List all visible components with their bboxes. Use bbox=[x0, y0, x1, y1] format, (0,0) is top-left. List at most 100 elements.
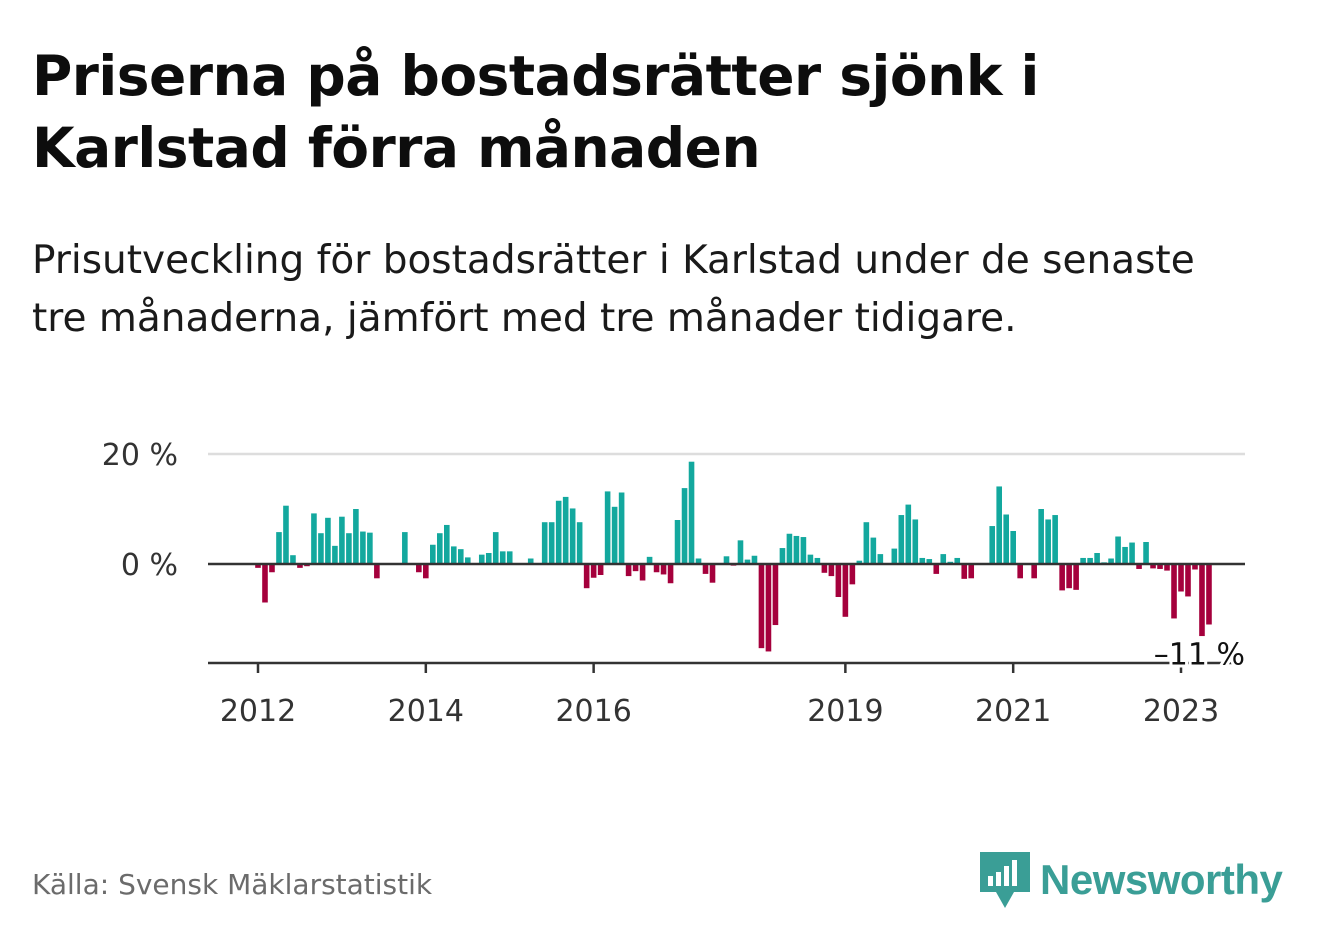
bar bbox=[269, 564, 275, 573]
bar bbox=[506, 551, 513, 564]
bar bbox=[646, 556, 653, 564]
bar bbox=[744, 559, 751, 564]
bar bbox=[940, 554, 947, 564]
brand-name: Newsworthy bbox=[1040, 856, 1283, 903]
bar bbox=[402, 532, 408, 564]
bar bbox=[478, 554, 485, 564]
bar bbox=[912, 519, 919, 564]
bar bbox=[1157, 564, 1163, 569]
bar bbox=[723, 556, 730, 564]
bar bbox=[1129, 542, 1135, 564]
bar bbox=[968, 564, 975, 579]
bar bbox=[367, 532, 373, 564]
bar bbox=[297, 564, 303, 568]
bar bbox=[625, 564, 632, 577]
bar bbox=[583, 564, 590, 589]
bar bbox=[870, 537, 877, 564]
bar bbox=[597, 564, 604, 575]
bar bbox=[1087, 557, 1093, 564]
bar bbox=[464, 557, 471, 564]
bar bbox=[849, 564, 856, 585]
bar bbox=[576, 522, 583, 564]
bar bbox=[1094, 553, 1100, 564]
bar bbox=[548, 522, 555, 564]
bar bbox=[996, 486, 1002, 564]
bar bbox=[360, 531, 366, 564]
bar bbox=[758, 564, 765, 649]
bar bbox=[283, 505, 289, 564]
bar bbox=[450, 546, 457, 564]
bar bbox=[856, 560, 863, 564]
bar bbox=[1052, 515, 1058, 564]
bar bbox=[1080, 557, 1086, 564]
bar bbox=[1066, 564, 1072, 589]
bar bbox=[660, 564, 667, 575]
bar bbox=[1192, 564, 1198, 570]
bar bbox=[1199, 564, 1205, 637]
x-tick-label: 2014 bbox=[388, 694, 464, 729]
bar bbox=[800, 537, 807, 564]
bar bbox=[667, 564, 674, 584]
y-tick-label: 20 % bbox=[102, 438, 178, 473]
bar bbox=[919, 557, 926, 564]
bar bbox=[1178, 564, 1184, 592]
bar bbox=[772, 564, 779, 626]
bar bbox=[835, 564, 842, 597]
bar bbox=[1045, 519, 1051, 564]
bar bbox=[933, 564, 940, 574]
y-tick-label: 0 % bbox=[121, 548, 178, 583]
bar bbox=[332, 545, 338, 564]
bar bbox=[828, 564, 835, 577]
bar bbox=[492, 532, 499, 564]
bar bbox=[499, 551, 506, 564]
bar bbox=[374, 564, 380, 579]
bar bbox=[926, 559, 933, 564]
bar bbox=[674, 520, 681, 564]
bar bbox=[807, 554, 814, 564]
chart-subtitle: Prisutveckling för bostadsrätter i Karls… bbox=[32, 238, 1195, 341]
bar bbox=[695, 558, 702, 564]
bar bbox=[702, 564, 709, 574]
bar bbox=[430, 544, 436, 564]
bar bbox=[276, 532, 282, 564]
bar bbox=[793, 535, 800, 564]
bar-chart-logo-icon bbox=[980, 852, 1030, 908]
bar bbox=[1206, 564, 1212, 625]
bar bbox=[877, 554, 884, 564]
bar bbox=[437, 533, 443, 564]
bar bbox=[555, 500, 562, 564]
bar bbox=[891, 548, 898, 564]
bar bbox=[1003, 514, 1009, 564]
bar bbox=[632, 564, 639, 572]
bar bbox=[1171, 564, 1177, 619]
bar bbox=[1073, 564, 1079, 590]
bar bbox=[1010, 531, 1016, 564]
newsworthy-logo: Newsworthy bbox=[980, 850, 1283, 910]
bar bbox=[1031, 564, 1037, 579]
x-tick-label: 2012 bbox=[220, 694, 296, 729]
bar bbox=[653, 564, 660, 573]
source-note: Källa: Svensk Mäklarstatistik bbox=[32, 868, 433, 901]
bar bbox=[1136, 564, 1142, 569]
bar bbox=[1143, 542, 1149, 564]
bar bbox=[961, 564, 968, 579]
x-tick-label: 2021 bbox=[975, 694, 1051, 729]
bar bbox=[416, 564, 422, 573]
bar bbox=[604, 491, 611, 564]
bar bbox=[779, 548, 786, 564]
bar bbox=[737, 540, 744, 564]
bar bbox=[1150, 564, 1156, 569]
bar bbox=[1108, 558, 1114, 564]
x-tick-label: 2016 bbox=[555, 694, 631, 729]
bar bbox=[457, 549, 464, 564]
x-tick-label: 2019 bbox=[807, 694, 883, 729]
bar bbox=[1059, 564, 1065, 591]
bar bbox=[562, 496, 569, 564]
bar bbox=[786, 533, 793, 564]
bar bbox=[765, 564, 772, 652]
bar bbox=[569, 508, 576, 564]
bar bbox=[639, 564, 646, 581]
bar bbox=[255, 564, 261, 568]
bar bbox=[842, 564, 849, 617]
bar bbox=[688, 461, 695, 564]
